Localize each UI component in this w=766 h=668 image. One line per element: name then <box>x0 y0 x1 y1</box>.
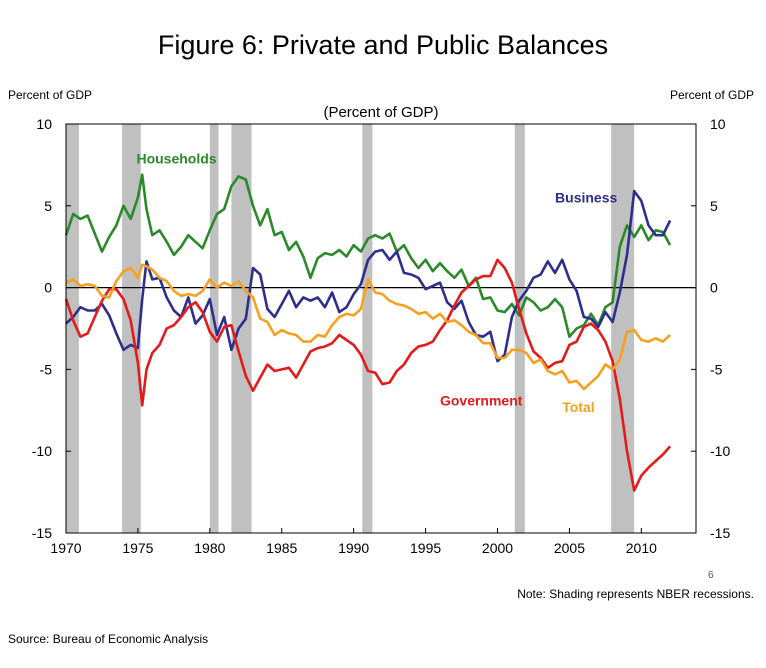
x-tick-label: 1990 <box>338 540 369 556</box>
business-line <box>65 189 672 363</box>
total-label: Total <box>562 399 594 415</box>
x-tick-label: 2000 <box>482 540 513 556</box>
y-tick-label-right: -5 <box>710 361 723 377</box>
y-tick-label-left: -10 <box>32 443 52 459</box>
y-tick-label-right: 5 <box>710 198 718 214</box>
x-tick-label: 1975 <box>122 540 153 556</box>
recession-bar-3 <box>231 124 252 533</box>
chart-subtitle: (Percent of GDP) <box>323 104 439 121</box>
business-label: Business <box>555 190 617 206</box>
x-tick-label: 2005 <box>554 540 585 556</box>
chart-title: Figure 6: Private and Public Balances <box>157 30 609 60</box>
government-label: Government <box>440 392 523 408</box>
x-tick-label: 1980 <box>194 540 225 556</box>
government-line <box>64 258 672 492</box>
page-number: 6 <box>708 570 714 581</box>
series-lines-group <box>64 173 672 492</box>
recession-note: Note: Shading represents NBER recessions… <box>517 587 754 601</box>
source-note: Source: Bureau of Economic Analysis <box>8 632 209 646</box>
recession-bar-5 <box>514 124 525 533</box>
y-tick-label-left: 5 <box>44 198 52 214</box>
x-tick-label: 1985 <box>266 540 297 556</box>
y-tick-label-left: -5 <box>40 361 53 377</box>
y-tick-label-right: -15 <box>710 525 730 541</box>
recession-shading-group <box>66 124 635 533</box>
y-tick-label-right: 0 <box>710 280 718 296</box>
y-tick-label-right: -10 <box>710 443 730 459</box>
recession-bar-4 <box>362 124 373 533</box>
recession-bar-2 <box>209 124 219 533</box>
y-tick-label-left: 10 <box>36 116 52 132</box>
households-line <box>64 173 672 338</box>
y-tick-label-left: 0 <box>44 280 52 296</box>
left-axis-note: Percent of GDP <box>8 88 93 102</box>
right-axis-note: Percent of GDP <box>669 88 754 102</box>
total-line <box>65 263 671 391</box>
x-tick-label: 1995 <box>410 540 441 556</box>
series-labels-group: Households Business Government Total <box>136 150 617 415</box>
x-tick-label: 2010 <box>626 540 657 556</box>
households-label: Households <box>136 150 216 166</box>
y-tick-label-right: 10 <box>710 116 726 132</box>
plot-frame <box>65 123 697 534</box>
y-tick-label-left: -15 <box>32 525 52 541</box>
x-tick-label: 1970 <box>50 540 81 556</box>
